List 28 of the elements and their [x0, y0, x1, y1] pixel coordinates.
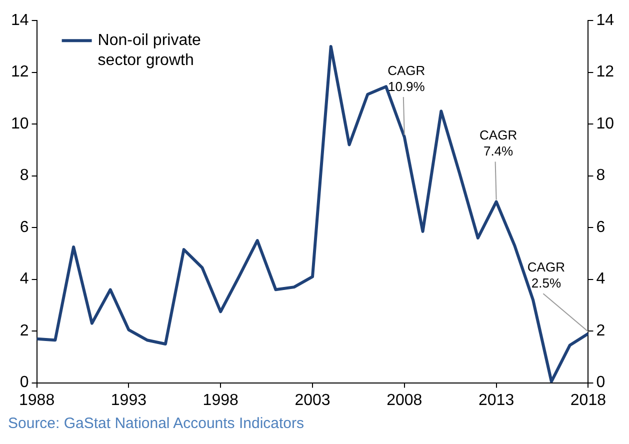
x-tick-label: 1998 [202, 392, 238, 409]
x-tick-label: 2008 [386, 392, 422, 409]
y2-tick-label: 14 [596, 12, 614, 30]
y-tick-label: 4 [20, 270, 29, 288]
annotation: CAGR 10.9% [388, 63, 426, 94]
y-tick-label: 6 [20, 218, 29, 236]
x-tick-label: 2003 [294, 392, 330, 409]
annotation: CAGR 7.4% [480, 128, 518, 159]
y-tick-label: 0 [20, 374, 29, 392]
x-tick-label: 2018 [570, 392, 606, 409]
y-tick-label: 10 [11, 115, 29, 132]
y2-tick-label: 4 [596, 270, 606, 288]
y2-tick-label: 2 [596, 322, 606, 340]
y-tick-label: 12 [11, 64, 29, 81]
y2-tick-label: 0 [596, 374, 606, 392]
y2-tick-label: 12 [596, 64, 614, 81]
y-tick-label: 2 [20, 322, 29, 340]
y-tick-label: 14 [11, 12, 29, 30]
x-tick-label: 1993 [110, 392, 147, 409]
legend-label: Non-oil private sector growth [98, 32, 202, 70]
x-tick-label: 1988 [19, 392, 55, 409]
y-tick-label: 8 [20, 167, 29, 184]
source-note: Source: GaStat National Accounts Indicators [8, 415, 305, 432]
y2-tick-label: 10 [596, 115, 614, 132]
y2-tick-label: 8 [596, 167, 606, 184]
x-tick-label: 2013 [478, 392, 514, 409]
annotation: CAGR 2.5% [527, 260, 565, 291]
y2-tick-label: 6 [596, 218, 606, 236]
